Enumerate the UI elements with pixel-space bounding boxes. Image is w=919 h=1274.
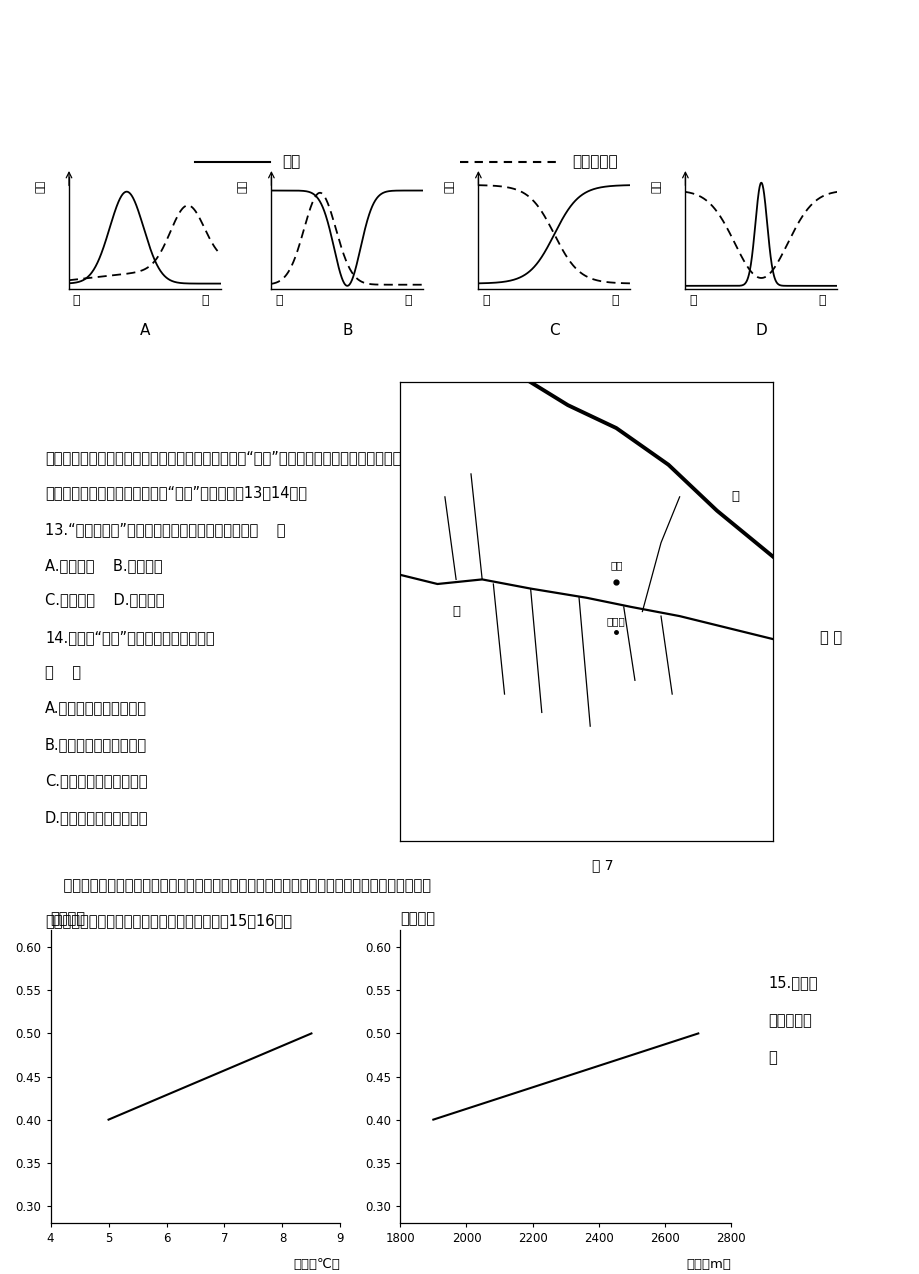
Text: 今日水资源严重短缺的西安市隋唐时期用水充足，有“陆海”（指湖泊和沼泽很多）的美称。图7: 今日水资源严重短缺的西安市隋唐时期用水充足，有“陆海”（指湖泊和沼泽很多）的美称… <box>45 450 419 465</box>
Text: 增加: 增加 <box>238 180 248 192</box>
Text: C: C <box>549 322 559 338</box>
Text: 甲: 甲 <box>688 294 696 307</box>
Text: 示意古长安（今西安市长安区）“八水”位置。完成13～14题。: 示意古长安（今西安市长安区）“八水”位置。完成13～14题。 <box>45 485 307 499</box>
Text: 长安区: 长安区 <box>607 615 625 626</box>
Text: 西安: 西安 <box>609 561 622 571</box>
Text: 增加: 增加 <box>36 180 46 192</box>
Text: 15.该河流: 15.该河流 <box>767 975 817 990</box>
Text: 降水可能性: 降水可能性 <box>572 154 617 169</box>
Text: 基流系数: 基流系数 <box>51 911 85 926</box>
Text: 甲: 甲 <box>275 294 282 307</box>
Text: A.水平错断    B.褶皴凹陷: A.水平错断 B.褶皴凹陷 <box>45 558 163 573</box>
Text: A: A <box>140 322 150 338</box>
Text: 乙: 乙 <box>817 294 825 307</box>
Text: 甲: 甲 <box>73 294 80 307</box>
Text: 地区河流基流系数与气温和地形的关联图，回畇15～16题：: 地区河流基流系数与气温和地形的关联图，回畇15～16题： <box>45 913 291 927</box>
Text: 增加: 增加 <box>445 180 455 192</box>
Text: D.秦岭南坡耕地面积增加: D.秦岭南坡耕地面积增加 <box>45 810 148 826</box>
Text: 14.古长安“陆海”今日不复存在的重要原: 14.古长安“陆海”今日不复存在的重要原 <box>45 631 214 645</box>
Text: 基流系数: 基流系数 <box>400 911 435 926</box>
Text: （    ）: （ ） <box>45 665 81 680</box>
Text: 气温: 气温 <box>282 154 300 169</box>
Text: C.断裂陷落    D.水平张裂: C.断裂陷落 D.水平张裂 <box>45 592 165 606</box>
Text: 渭: 渭 <box>451 605 460 618</box>
Text: 高程（m）: 高程（m） <box>686 1259 731 1271</box>
Text: 河: 河 <box>731 490 739 503</box>
Text: 图 7: 图 7 <box>591 857 613 871</box>
Text: 基流也叫底水，是河道中常年存在的那部分径流。基流系数是基流占河流径流的比重。读我国某: 基流也叫底水，是河道中常年存在的那部分径流。基流系数是基流占河流径流的比重。读我… <box>45 878 430 893</box>
Text: 温度（℃）: 温度（℃） <box>293 1259 340 1271</box>
Text: 甲: 甲 <box>482 294 489 307</box>
Text: 因 是: 因 是 <box>819 631 841 645</box>
Text: 增加: 增加 <box>652 180 662 192</box>
Text: 乙: 乙 <box>201 294 210 307</box>
Text: D: D <box>754 322 766 338</box>
Text: 乙: 乙 <box>403 294 412 307</box>
Text: A.秦岭北坡森林植被破坏: A.秦岭北坡森林植被破坏 <box>45 699 147 715</box>
Text: C.渭河下游汛期水位上升: C.渭河下游汛期水位上升 <box>45 773 147 789</box>
Text: 乙: 乙 <box>610 294 618 307</box>
Text: 主要补给源: 主要补给源 <box>767 1013 811 1028</box>
Text: 是: 是 <box>767 1050 776 1065</box>
Text: B.渭河流域水体污染严重: B.渭河流域水体污染严重 <box>45 736 147 752</box>
Text: 13.“八水绕长安”的地质成因之一是渭河平原地壳（    ）: 13.“八水绕长安”的地质成因之一是渭河平原地壳（ ） <box>45 522 285 538</box>
Text: B: B <box>342 322 352 338</box>
